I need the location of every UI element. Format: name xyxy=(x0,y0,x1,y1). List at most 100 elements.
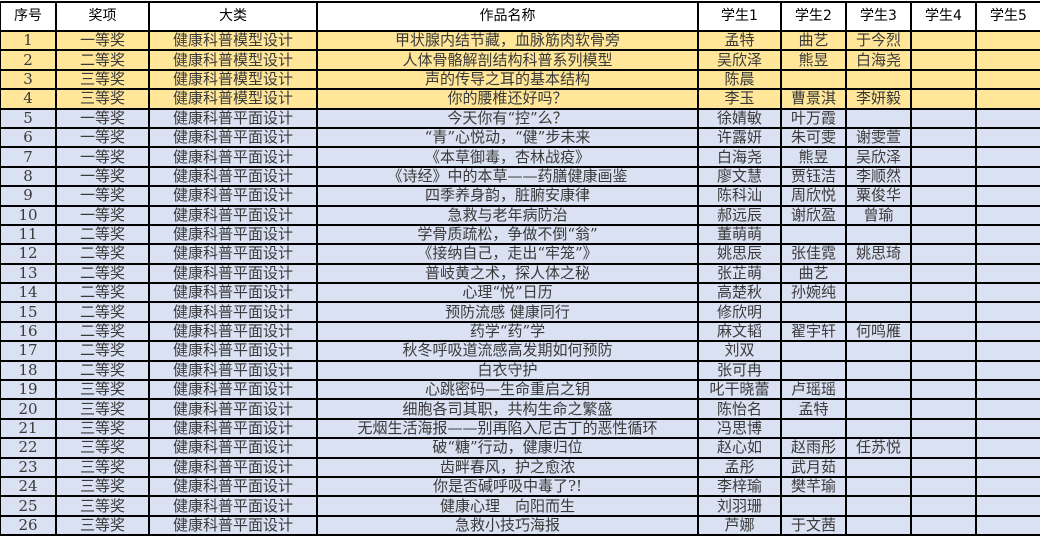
cell-student5[interactable] xyxy=(975,456,1040,479)
cell-index[interactable]: 18 xyxy=(0,359,57,382)
cell-category[interactable]: 健康科普平面设计 xyxy=(148,185,318,207)
cell-student3[interactable]: 谢雯萱 xyxy=(845,126,912,149)
cell-student4[interactable] xyxy=(910,359,977,382)
cell-student2[interactable]: 翟宇轩 xyxy=(780,320,847,343)
cell-student5[interactable] xyxy=(975,437,1040,459)
cell-student4[interactable] xyxy=(910,146,977,168)
cell-student1[interactable]: 陈晨 xyxy=(697,68,782,91)
cell-student5[interactable] xyxy=(975,417,1040,440)
cell-student2[interactable] xyxy=(780,417,847,440)
cell-student1[interactable]: 麻文韬 xyxy=(697,320,782,343)
cell-award[interactable]: 一等奖 xyxy=(55,29,150,52)
cell-student3[interactable] xyxy=(845,262,912,285)
cell-student2[interactable]: 于文茜 xyxy=(780,514,847,537)
cell-student1[interactable]: 修欣明 xyxy=(697,301,782,323)
cell-award[interactable]: 二等奖 xyxy=(55,301,150,323)
cell-category[interactable]: 健康科普平面设计 xyxy=(148,223,318,246)
cell-award[interactable]: 三等奖 xyxy=(55,88,150,110)
cell-category[interactable]: 健康科普模型设计 xyxy=(148,68,318,91)
cell-student5[interactable] xyxy=(975,223,1040,246)
cell-student4[interactable] xyxy=(910,282,977,304)
cell-student5[interactable] xyxy=(975,146,1040,168)
cell-student1[interactable]: 冯思博 xyxy=(697,417,782,440)
cell-student3[interactable]: 吴欣泽 xyxy=(845,146,912,168)
cell-student5[interactable] xyxy=(975,68,1040,91)
cell-student4[interactable] xyxy=(910,495,977,517)
cell-category[interactable]: 健康科普平面设计 xyxy=(148,282,318,304)
cell-title[interactable]: 心理“悦”日历 xyxy=(316,282,699,304)
cell-student4[interactable] xyxy=(910,514,977,537)
cell-student5[interactable] xyxy=(975,282,1040,304)
cell-student5[interactable] xyxy=(975,88,1040,110)
cell-category[interactable]: 健康科普平面设计 xyxy=(148,107,318,129)
cell-student2[interactable]: 谢欣盈 xyxy=(780,204,847,226)
cell-student5[interactable] xyxy=(975,359,1040,382)
cell-student2[interactable]: 卢瑶瑶 xyxy=(780,379,847,401)
cell-student1[interactable]: 芦娜 xyxy=(697,514,782,537)
cell-student2[interactable]: 贾钰洁 xyxy=(780,165,847,188)
cell-title[interactable]: 齿畔春风，护之愈浓 xyxy=(316,456,699,479)
cell-title[interactable]: 普岐黄之术，探人体之秘 xyxy=(316,262,699,285)
cell-student4[interactable] xyxy=(910,456,977,479)
cell-student3[interactable] xyxy=(845,223,912,246)
cell-award[interactable]: 一等奖 xyxy=(55,204,150,226)
cell-index[interactable]: 6 xyxy=(0,126,57,149)
cell-category[interactable]: 健康科普平面设计 xyxy=(148,437,318,459)
cell-student3[interactable] xyxy=(845,359,912,382)
cell-category[interactable]: 健康科普平面设计 xyxy=(148,359,318,382)
cell-category[interactable]: 健康科普平面设计 xyxy=(148,165,318,188)
header-category[interactable]: 大类 xyxy=(148,1,318,32)
cell-award[interactable]: 三等奖 xyxy=(55,437,150,459)
cell-title[interactable]: 秋冬呼吸道流感高发期如何预防 xyxy=(316,340,699,362)
cell-title[interactable]: 《本草御毒，杏林战疫》 xyxy=(316,146,699,168)
cell-student1[interactable]: 白海尧 xyxy=(697,146,782,168)
cell-student1[interactable]: 许露妍 xyxy=(697,126,782,149)
cell-student1[interactable]: 姚思辰 xyxy=(697,243,782,265)
cell-student2[interactable]: 赵雨彤 xyxy=(780,437,847,459)
cell-student5[interactable] xyxy=(975,514,1040,537)
cell-index[interactable]: 9 xyxy=(0,185,57,207)
header-student4[interactable]: 学生4 xyxy=(910,1,977,32)
cell-index[interactable]: 21 xyxy=(0,417,57,440)
cell-index[interactable]: 17 xyxy=(0,340,57,362)
cell-student4[interactable] xyxy=(910,107,977,129)
cell-student1[interactable]: 徐婧敏 xyxy=(697,107,782,129)
cell-student4[interactable] xyxy=(910,185,977,207)
cell-title[interactable]: 今天你有“控”么？ xyxy=(316,107,699,129)
cell-student4[interactable] xyxy=(910,165,977,188)
cell-student5[interactable] xyxy=(975,379,1040,401)
cell-category[interactable]: 健康科普平面设计 xyxy=(148,514,318,537)
cell-student4[interactable] xyxy=(910,223,977,246)
cell-title[interactable]: 学骨质疏松，争做不倒“翁” xyxy=(316,223,699,246)
cell-student2[interactable]: 曲艺 xyxy=(780,262,847,285)
cell-student1[interactable]: 张可冉 xyxy=(697,359,782,382)
cell-index[interactable]: 24 xyxy=(0,475,57,498)
cell-index[interactable]: 13 xyxy=(0,262,57,285)
cell-student2[interactable] xyxy=(780,359,847,382)
cell-student2[interactable]: 熊昱 xyxy=(780,49,847,71)
cell-category[interactable]: 健康科普平面设计 xyxy=(148,320,318,343)
cell-student5[interactable] xyxy=(975,29,1040,52)
cell-student4[interactable] xyxy=(910,398,977,420)
cell-student3[interactable] xyxy=(845,495,912,517)
cell-title[interactable]: 甲状腺内结节藏，血脉筋肉软骨旁 xyxy=(316,29,699,52)
cell-index[interactable]: 10 xyxy=(0,204,57,226)
cell-index[interactable]: 19 xyxy=(0,379,57,401)
cell-index[interactable]: 3 xyxy=(0,68,57,91)
cell-student1[interactable]: 李梓瑜 xyxy=(697,475,782,498)
cell-category[interactable]: 健康科普平面设计 xyxy=(148,146,318,168)
cell-student1[interactable]: 孟彤 xyxy=(697,456,782,479)
cell-award[interactable]: 三等奖 xyxy=(55,456,150,479)
cell-student3[interactable] xyxy=(845,107,912,129)
cell-student1[interactable]: 李玉 xyxy=(697,88,782,110)
cell-student4[interactable] xyxy=(910,475,977,498)
cell-student4[interactable] xyxy=(910,68,977,91)
cell-award[interactable]: 二等奖 xyxy=(55,262,150,285)
cell-category[interactable]: 健康科普平面设计 xyxy=(148,301,318,323)
cell-title[interactable]: 细胞各司其职，共构生命之繁盛 xyxy=(316,398,699,420)
cell-category[interactable]: 健康科普平面设计 xyxy=(148,475,318,498)
cell-category[interactable]: 健康科普平面设计 xyxy=(148,417,318,440)
cell-student3[interactable] xyxy=(845,301,912,323)
cell-title[interactable]: 白衣守护 xyxy=(316,359,699,382)
header-student2[interactable]: 学生2 xyxy=(780,1,847,32)
